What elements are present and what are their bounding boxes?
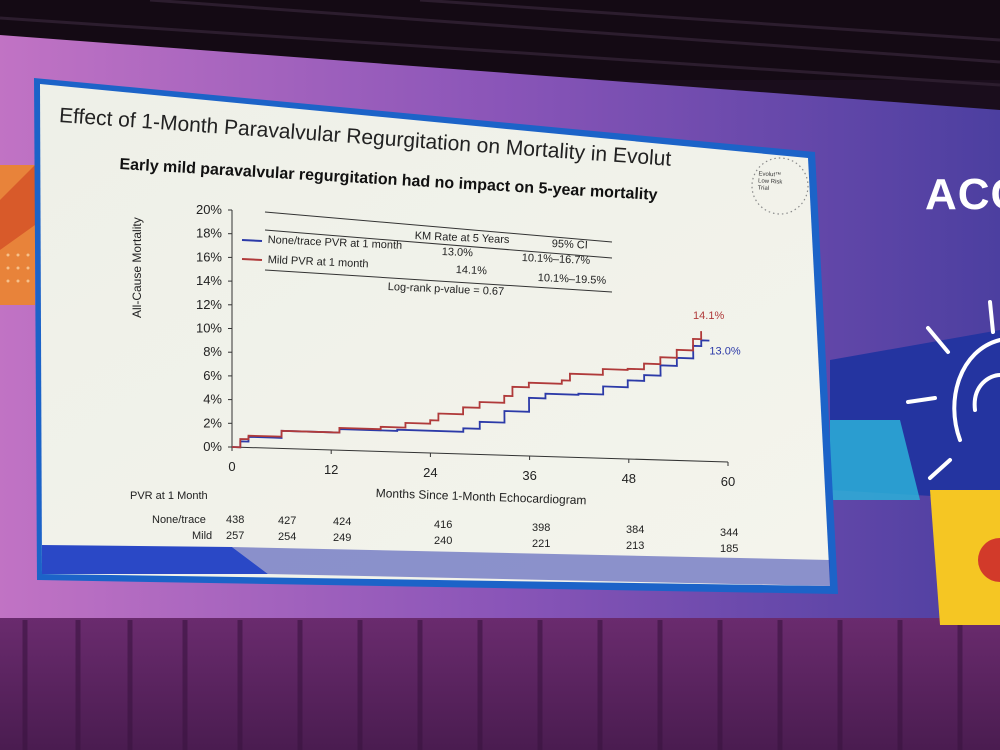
conference-photo [0, 0, 1000, 750]
scene-backdrop [0, 0, 1000, 750]
